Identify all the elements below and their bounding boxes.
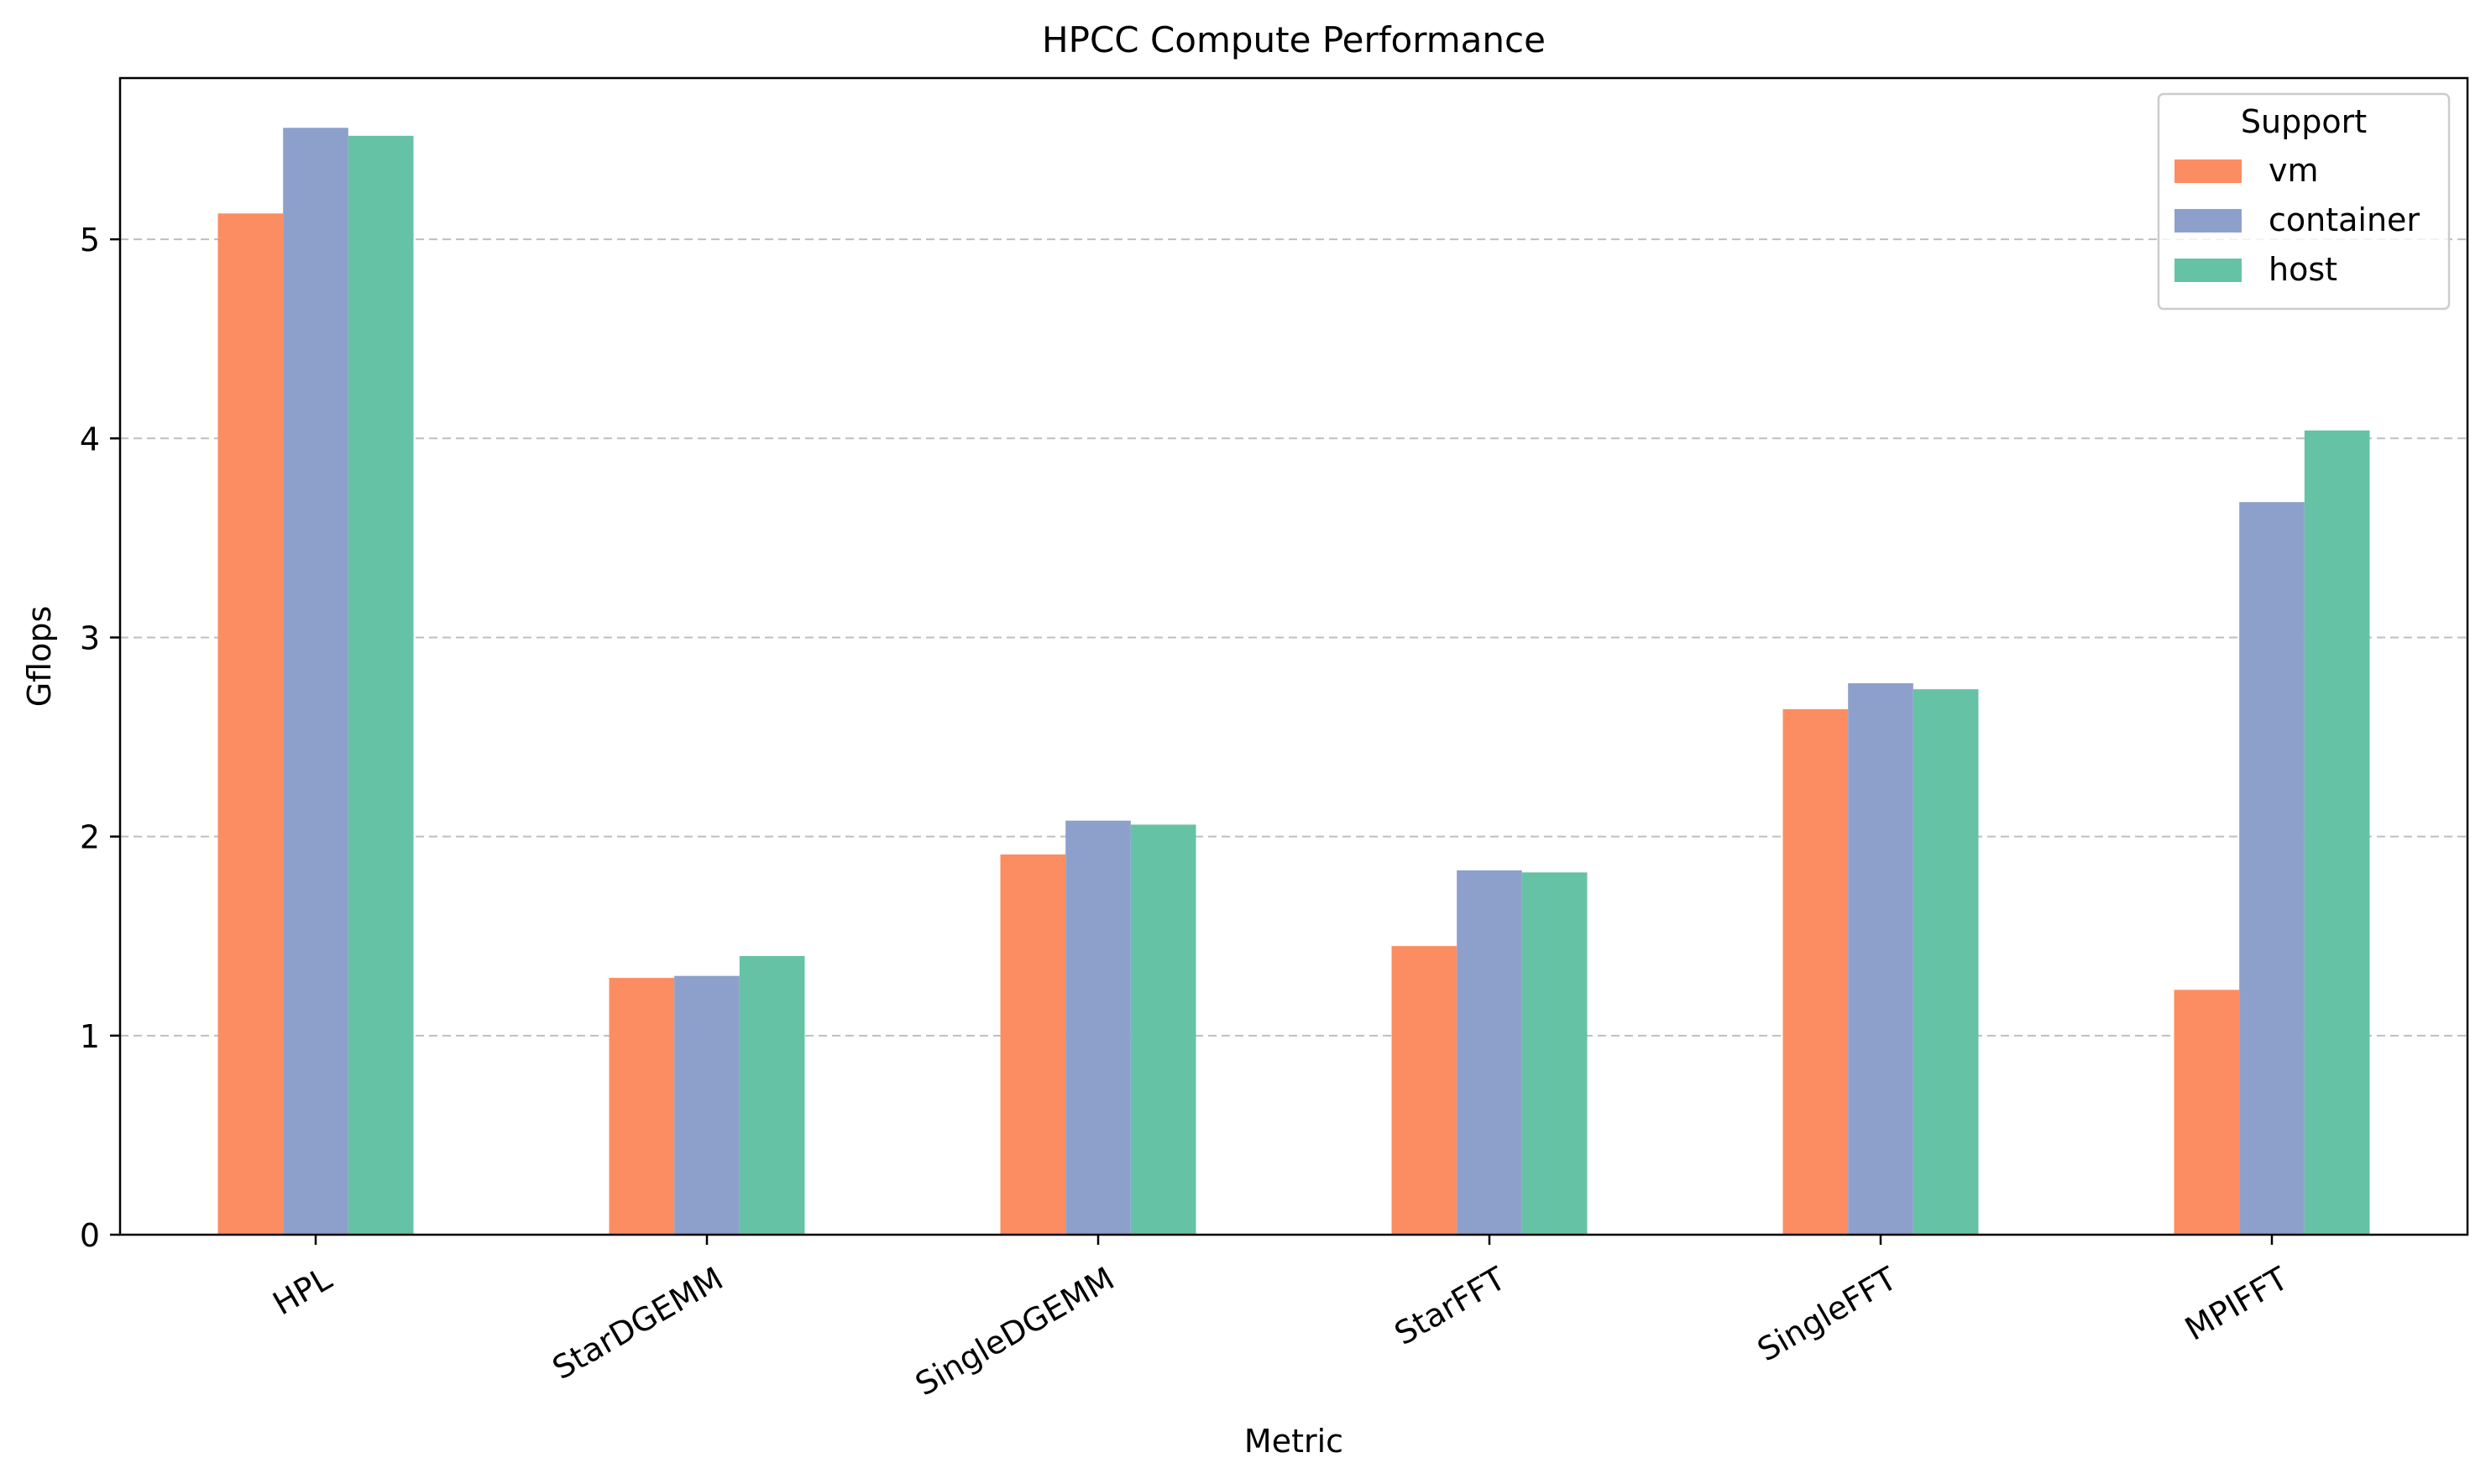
bar-vm-SingleFFT bbox=[1782, 708, 1849, 1235]
legend-swatch-host bbox=[2174, 259, 2242, 282]
y-tick-label: 2 bbox=[80, 819, 100, 856]
bar-vm-StarDGEMM bbox=[609, 978, 675, 1235]
y-tick-label: 5 bbox=[80, 222, 100, 259]
y-tick-label: 4 bbox=[80, 421, 100, 457]
legend-label-host: host bbox=[2269, 251, 2337, 288]
bar-container-HPL bbox=[283, 128, 348, 1236]
bar-container-StarFFT bbox=[1457, 870, 1522, 1235]
legend-label-container: container bbox=[2269, 201, 2420, 238]
y-axis-label: Gflops bbox=[21, 606, 58, 708]
bar-host-StarDGEMM bbox=[739, 955, 805, 1235]
legend-swatch-vm bbox=[2174, 159, 2242, 183]
bar-host-MPIFFT bbox=[2304, 430, 2370, 1235]
bar-host-HPL bbox=[348, 135, 414, 1236]
bar-host-StarFFT bbox=[1521, 872, 1588, 1235]
bar-host-SingleFFT bbox=[1913, 689, 1979, 1235]
bar-host-SingleDGEMM bbox=[1130, 824, 1196, 1235]
legend-title: Support bbox=[2241, 103, 2367, 140]
chart-title: HPCC Compute Performance bbox=[1042, 19, 1546, 60]
bar-vm-StarFFT bbox=[1391, 946, 1457, 1235]
bar-container-SingleDGEMM bbox=[1065, 820, 1131, 1235]
x-axis-label: Metric bbox=[1244, 1423, 1343, 1460]
y-tick-label: 3 bbox=[80, 619, 100, 656]
bar-vm-SingleDGEMM bbox=[1000, 854, 1066, 1235]
bar-container-StarDGEMM bbox=[674, 975, 740, 1235]
plot-frame bbox=[118, 76, 2469, 1236]
y-tick-label: 0 bbox=[80, 1217, 100, 1254]
y-tick-label: 1 bbox=[80, 1018, 100, 1055]
legend-label-vm: vm bbox=[2269, 152, 2319, 189]
bar-container-MPIFFT bbox=[2239, 502, 2305, 1235]
bar-vm-MPIFFT bbox=[2174, 990, 2240, 1235]
legend-swatch-container bbox=[2174, 209, 2242, 233]
legend: Support vm container host bbox=[2157, 92, 2451, 311]
bar-vm-HPL bbox=[217, 213, 284, 1236]
bars bbox=[217, 128, 2370, 1236]
legend-items: vm container host bbox=[2174, 152, 2420, 288]
bar-container-SingleFFT bbox=[1848, 683, 1913, 1235]
legend-box bbox=[2157, 92, 2451, 311]
y-axis-ticks: 0 1 2 3 4 5 bbox=[80, 222, 120, 1254]
grid-lines bbox=[120, 238, 2467, 1037]
